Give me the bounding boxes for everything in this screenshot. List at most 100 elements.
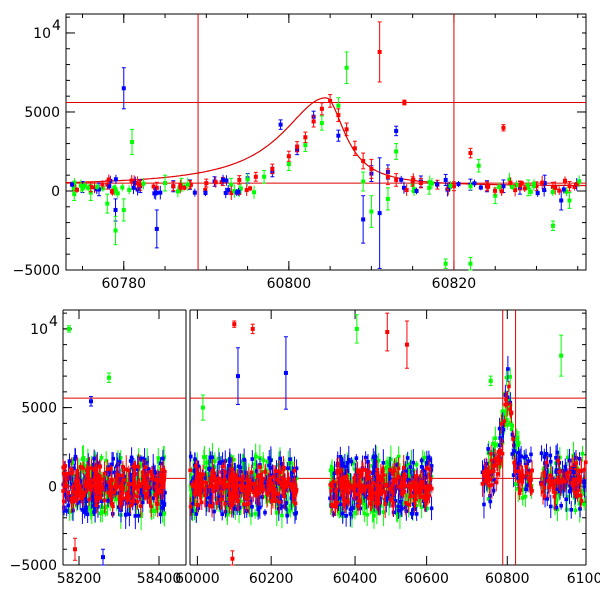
data-point bbox=[78, 183, 83, 188]
data-point bbox=[217, 490, 222, 495]
data-point bbox=[548, 504, 553, 509]
data-point bbox=[345, 474, 349, 479]
data-point bbox=[387, 502, 391, 507]
x-tick-label: 58400 bbox=[137, 571, 182, 587]
data-point bbox=[92, 478, 96, 482]
data-point bbox=[282, 465, 286, 470]
data-point bbox=[211, 486, 216, 491]
data-point bbox=[260, 495, 264, 499]
data-point bbox=[351, 500, 356, 505]
data-point bbox=[217, 493, 221, 498]
data-point bbox=[106, 490, 110, 495]
y-tick-label-10e4: 10 bbox=[30, 322, 48, 338]
data-point bbox=[92, 185, 97, 190]
data-point bbox=[250, 457, 255, 461]
data-point bbox=[228, 457, 232, 461]
data-point bbox=[578, 479, 583, 483]
data-point bbox=[361, 179, 366, 184]
data-point bbox=[258, 456, 262, 460]
data-point bbox=[198, 472, 203, 477]
data-point bbox=[425, 460, 429, 465]
data-point bbox=[381, 510, 386, 514]
data-point bbox=[371, 455, 376, 459]
data-point bbox=[111, 487, 116, 492]
y-tick-label-10e4: 10 bbox=[33, 26, 51, 42]
data-point bbox=[77, 484, 82, 488]
data-point bbox=[158, 473, 163, 478]
data-point bbox=[136, 464, 141, 469]
data-point bbox=[212, 509, 216, 514]
data-point bbox=[277, 500, 282, 504]
data-point bbox=[495, 442, 500, 447]
data-point bbox=[411, 187, 416, 192]
data-point bbox=[223, 470, 227, 474]
data-point bbox=[393, 480, 397, 484]
data-point bbox=[106, 483, 110, 488]
data-point bbox=[427, 466, 431, 471]
data-point bbox=[78, 479, 83, 483]
data-point bbox=[419, 465, 424, 469]
data-point bbox=[221, 177, 226, 182]
data-point bbox=[113, 228, 118, 233]
data-point bbox=[255, 474, 260, 479]
data-point bbox=[369, 209, 374, 214]
data-point bbox=[264, 486, 269, 491]
data-point bbox=[106, 177, 111, 182]
data-point bbox=[111, 456, 115, 461]
data-point bbox=[394, 128, 399, 133]
data-point bbox=[223, 190, 228, 195]
data-point bbox=[79, 490, 83, 495]
data-point bbox=[144, 494, 148, 499]
data-point bbox=[558, 489, 562, 493]
data-point bbox=[149, 504, 153, 509]
data-point bbox=[79, 470, 84, 474]
data-point bbox=[373, 490, 378, 495]
data-point bbox=[522, 186, 527, 191]
data-point bbox=[151, 465, 156, 470]
data-point bbox=[402, 473, 406, 477]
data-point bbox=[563, 479, 567, 484]
data-point bbox=[148, 500, 152, 505]
data-point bbox=[488, 499, 493, 504]
data-point bbox=[284, 501, 289, 505]
data-point bbox=[380, 478, 384, 483]
data-point bbox=[303, 135, 308, 140]
data-point bbox=[220, 487, 224, 492]
data-point bbox=[70, 471, 75, 475]
data-point bbox=[232, 457, 236, 462]
data-point bbox=[531, 181, 536, 186]
data-point bbox=[194, 512, 199, 516]
data-point bbox=[265, 491, 269, 496]
data-point bbox=[553, 491, 558, 495]
data-point bbox=[567, 198, 572, 203]
data-point bbox=[420, 480, 425, 484]
data-point bbox=[261, 458, 265, 462]
data-point bbox=[151, 184, 156, 189]
data-point bbox=[256, 507, 260, 512]
data-point bbox=[515, 466, 519, 470]
data-point bbox=[377, 49, 382, 54]
data-point bbox=[266, 482, 270, 487]
data-point bbox=[394, 484, 399, 489]
data-point bbox=[582, 484, 587, 489]
data-point bbox=[511, 443, 516, 448]
data-point bbox=[75, 187, 80, 192]
data-point bbox=[333, 504, 337, 508]
data-point bbox=[142, 481, 146, 486]
data-point bbox=[358, 484, 363, 489]
data-point bbox=[95, 481, 100, 485]
data-point bbox=[360, 501, 365, 505]
data-point bbox=[451, 184, 456, 189]
data-point bbox=[410, 480, 415, 485]
data-point bbox=[526, 459, 531, 463]
data-point bbox=[219, 460, 223, 464]
data-point bbox=[213, 488, 218, 492]
data-point bbox=[448, 183, 453, 188]
data-point bbox=[113, 187, 118, 192]
data-point bbox=[577, 179, 582, 184]
data-point bbox=[335, 468, 339, 473]
data-point bbox=[93, 488, 98, 492]
data-point bbox=[109, 189, 114, 194]
data-point bbox=[263, 470, 268, 474]
